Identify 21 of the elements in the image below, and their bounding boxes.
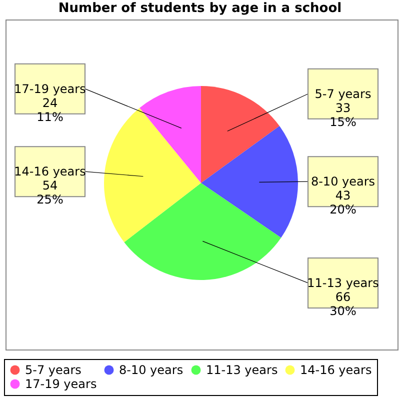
slice-label: 14-16 years [14,164,86,179]
legend-label: 5-7 years [25,363,82,377]
data-label: 33 15% [330,100,356,129]
pie-slice [201,86,280,183]
data-label: 24 11% [36,96,64,124]
legend-label: 8-10 years [119,363,184,377]
slice-label: 17-19 years [14,82,86,96]
legend-label: 11-13 years [206,363,278,377]
legend-label: 14-16 years [300,363,372,377]
pie-slice [140,86,201,183]
pie-slice [201,126,298,238]
slice-label: 5-7 years [314,86,372,101]
data-label: 66 30% [330,290,356,318]
data-label: 43 20% [330,188,356,217]
data-label: 54 25% [36,178,64,207]
slice-label: 8-10 years [310,174,376,189]
chart-title: Number of students by age in a school [58,1,342,16]
slice-label: 11-13 years [307,276,379,290]
pie-slice [124,183,282,280]
pie-slice [104,108,201,242]
legend-label: 17-19 years [25,377,97,391]
